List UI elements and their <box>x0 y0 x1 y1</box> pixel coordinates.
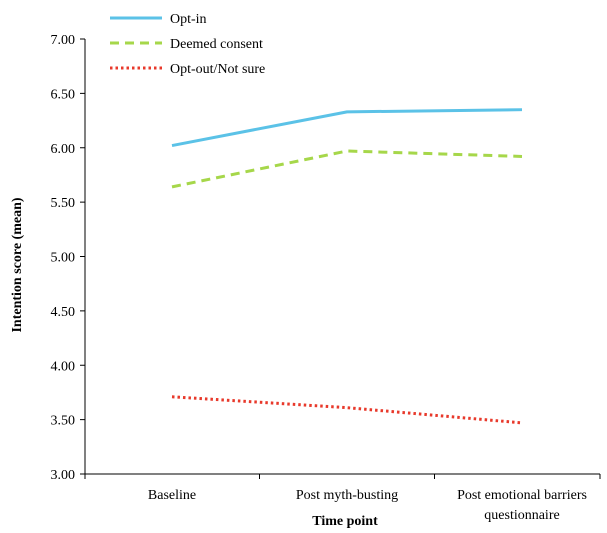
x-category-label: Baseline <box>148 488 196 503</box>
legend: Opt-in Deemed consent Opt-out/Not sure <box>110 12 265 77</box>
y-tick-label: 6.00 <box>51 142 76 157</box>
legend-label: Opt-in <box>170 12 207 27</box>
y-tick-label: 4.50 <box>51 305 76 320</box>
series-line-deemed-consent <box>171 149 523 189</box>
x-ticks: Baseline Post myth-busting Post emotional … <box>84 474 601 523</box>
series-line-opt-in <box>171 108 523 148</box>
y-tick-label: 3.50 <box>51 414 76 429</box>
series-line-opt-out-not-sure <box>171 395 523 425</box>
x-category-label: questionnaire <box>484 508 559 523</box>
y-tick-label: 5.50 <box>51 196 76 211</box>
y-tick-label: 6.50 <box>51 87 76 102</box>
y-tick-label: 3.00 <box>51 468 76 483</box>
x-axis-title: Time point <box>312 514 378 529</box>
x-category-label: Post emotional barriers <box>457 488 587 503</box>
y-tick-label: 4.00 <box>51 359 76 374</box>
legend-label: Deemed consent <box>170 37 263 52</box>
x-category-label: Post myth-busting <box>296 488 398 503</box>
series-lines <box>171 108 523 425</box>
y-tick-label: 7.00 <box>51 33 76 48</box>
y-ticks: 3.00 3.50 4.00 4.50 5.00 5.50 6.00 6.50 7.00 <box>51 33 85 483</box>
y-axis-title: Intention score (mean) <box>10 197 25 332</box>
y-tick-label: 5.00 <box>51 251 76 266</box>
legend-label: Opt-out/Not sure <box>170 62 265 77</box>
